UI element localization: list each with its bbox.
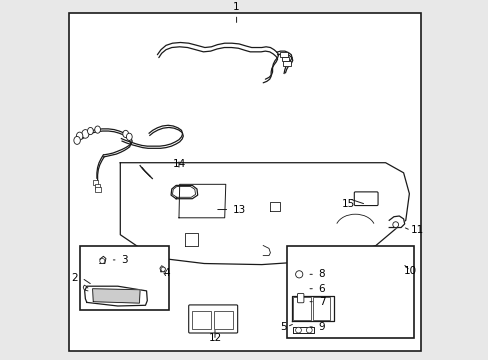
Text: 15: 15 [342, 199, 355, 209]
Polygon shape [388, 216, 404, 228]
Text: 10: 10 [403, 266, 416, 276]
Ellipse shape [122, 130, 128, 138]
Circle shape [295, 271, 302, 278]
Text: 1: 1 [233, 1, 240, 12]
Ellipse shape [76, 132, 82, 140]
Ellipse shape [87, 127, 93, 135]
Bar [192, 311, 211, 329]
Ellipse shape [81, 130, 89, 138]
Bar [286, 246, 413, 338]
Polygon shape [160, 266, 165, 272]
Circle shape [392, 222, 398, 228]
Text: 8: 8 [318, 269, 325, 279]
Bar [92, 180, 98, 185]
Polygon shape [291, 296, 333, 321]
Circle shape [306, 327, 311, 333]
Circle shape [295, 327, 301, 333]
FancyBboxPatch shape [354, 192, 377, 206]
Bar [213, 311, 232, 329]
Text: 13: 13 [232, 204, 246, 215]
Bar [279, 52, 287, 57]
Text: 11: 11 [410, 225, 423, 235]
Text: 3: 3 [121, 255, 128, 265]
Bar [283, 61, 291, 66]
Text: 2: 2 [71, 273, 78, 283]
Polygon shape [120, 163, 408, 265]
Text: 9: 9 [318, 322, 325, 332]
Polygon shape [100, 256, 106, 264]
Bar [95, 184, 101, 189]
Ellipse shape [95, 126, 101, 133]
Bar [293, 297, 310, 320]
Circle shape [100, 258, 104, 264]
Circle shape [161, 267, 165, 271]
Polygon shape [394, 257, 407, 269]
Text: 14: 14 [172, 159, 185, 169]
Bar [80, 246, 168, 310]
Text: 7: 7 [318, 297, 325, 307]
Text: 4: 4 [163, 268, 170, 278]
FancyBboxPatch shape [188, 305, 237, 333]
Bar [281, 57, 289, 61]
Bar [95, 187, 101, 192]
Text: 6: 6 [318, 284, 325, 294]
Polygon shape [92, 289, 140, 303]
Polygon shape [84, 286, 147, 306]
FancyBboxPatch shape [297, 293, 303, 303]
Text: 12: 12 [208, 333, 221, 343]
Ellipse shape [126, 133, 132, 140]
Ellipse shape [74, 136, 80, 144]
Bar [312, 297, 329, 320]
Text: 5: 5 [280, 322, 286, 332]
